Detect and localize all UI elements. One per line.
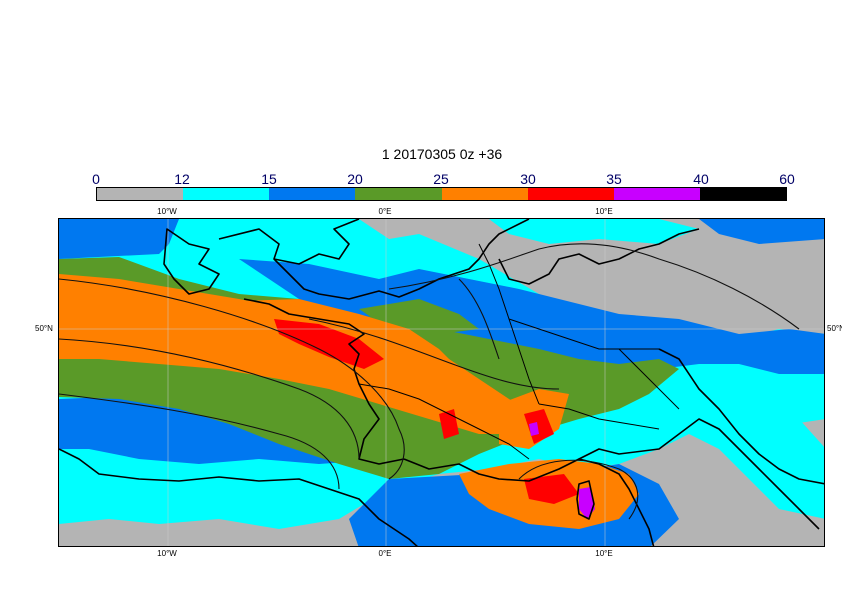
- longitude-label-10w-bottom: 10°W: [157, 549, 177, 558]
- field-35-40: [529, 422, 539, 436]
- colorbar-tick-label: 60: [779, 171, 795, 187]
- latitude-label-50n-left: 50°N: [35, 324, 53, 333]
- field-12-15: [659, 379, 824, 519]
- graticule: [59, 219, 824, 546]
- coastlines: [59, 219, 824, 546]
- longitude-label-10e-bottom: 10°E: [595, 549, 613, 558]
- colorbar-segment-35-40: [613, 188, 700, 200]
- colorbar-segment-20-25: [355, 188, 442, 200]
- colorbar-tick-label: 30: [520, 171, 536, 187]
- colorbar-segment-40-60: [699, 188, 786, 200]
- contour-lines: [59, 243, 800, 520]
- wind-gust-map: [59, 219, 824, 546]
- longitude-label-10e-top: 10°E: [595, 207, 613, 216]
- colorbar-segment-15-20: [269, 188, 356, 200]
- colorbar-tick-label: 20: [347, 171, 363, 187]
- field-25-30: [59, 274, 539, 434]
- longitude-label-0e-top: 0°E: [378, 207, 392, 216]
- longitude-label-10w-top: 10°W: [157, 207, 177, 216]
- colorbar: [96, 187, 787, 201]
- colorbar-tick-label: 40: [693, 171, 709, 187]
- colorbar-tick-label: 0: [92, 171, 100, 187]
- colorbar-tick-label: 15: [261, 171, 277, 187]
- field-12-15: [489, 219, 699, 244]
- longitude-label-0e-bottom: 0°E: [378, 549, 392, 558]
- country-borders: [358, 243, 680, 460]
- colorbar-tick-label: 25: [433, 171, 449, 187]
- field-15-20: [59, 219, 179, 259]
- plot-title: 1 20170305 0z +36: [381, 146, 503, 162]
- field-15-20: [699, 219, 824, 244]
- colorbar-tick-label: 12: [174, 171, 190, 187]
- map-panel: [58, 218, 825, 547]
- colorbar-segment-0-12: [97, 188, 184, 200]
- latitude-label-50n-right: 50°N: [827, 324, 842, 333]
- colorbar-tick-label: 35: [606, 171, 622, 187]
- field-30-35: [524, 474, 579, 504]
- colorbar-segment-12-15: [183, 188, 270, 200]
- field-30-35: [274, 319, 384, 369]
- colorbar-segment-25-30: [441, 188, 528, 200]
- colorbar-segment-30-35: [527, 188, 614, 200]
